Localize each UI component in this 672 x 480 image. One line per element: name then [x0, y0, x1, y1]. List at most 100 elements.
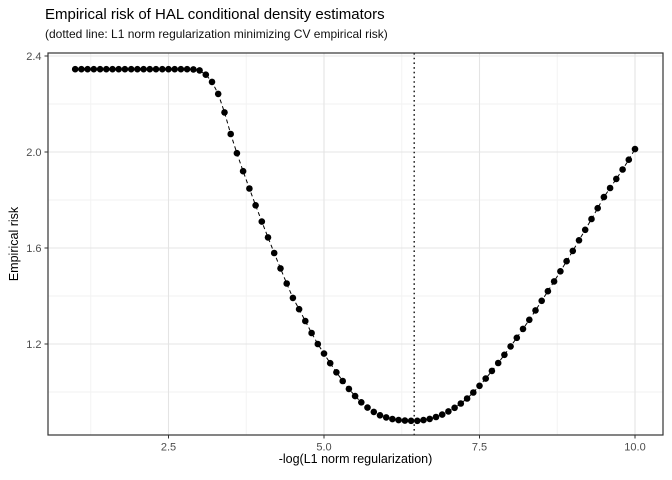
data-point — [289, 294, 297, 302]
data-point — [426, 415, 434, 423]
x-tick-label: 7.5 — [472, 442, 487, 454]
x-tick-label: 10.0 — [624, 442, 645, 454]
data-point — [96, 65, 104, 73]
data-point — [414, 417, 421, 425]
data-point — [233, 149, 241, 157]
data-point — [376, 412, 384, 419]
data-point — [152, 65, 160, 73]
y-tick-label: 1.2 — [26, 339, 41, 351]
data-point — [264, 234, 272, 241]
data-point — [302, 317, 309, 325]
data-point — [115, 65, 122, 73]
data-point — [364, 404, 371, 411]
data-point — [227, 130, 234, 138]
data-point — [84, 65, 91, 73]
data-point — [538, 297, 545, 305]
data-point — [544, 287, 552, 295]
y-axis-title: Empirical risk — [7, 206, 21, 282]
data-point — [270, 249, 278, 257]
data-point — [109, 65, 116, 73]
x-tick-label: 2.5 — [161, 442, 176, 454]
data-point — [202, 71, 210, 78]
y-tick-label: 2.4 — [26, 51, 41, 63]
y-tick-label: 1.6 — [26, 243, 41, 255]
data-point — [389, 415, 396, 423]
data-point — [581, 226, 589, 234]
x-tick-label: 5.0 — [316, 442, 331, 454]
data-point — [308, 329, 315, 337]
data-point — [165, 65, 172, 73]
data-point — [519, 325, 527, 333]
data-point — [569, 247, 577, 255]
data-point — [71, 65, 79, 73]
data-point — [445, 408, 452, 415]
data-point — [190, 66, 197, 73]
data-point — [470, 389, 477, 396]
data-point — [575, 237, 583, 244]
data-point — [438, 411, 446, 418]
data-point — [532, 307, 539, 314]
data-point — [283, 280, 291, 287]
panel-border — [47, 52, 664, 436]
data-point — [550, 278, 558, 285]
data-point — [358, 399, 365, 406]
data-point — [196, 67, 203, 74]
data-point — [513, 334, 521, 342]
data-point — [501, 351, 508, 359]
data-point — [370, 408, 378, 416]
data-point — [127, 65, 135, 73]
data-point — [451, 404, 458, 412]
data-point — [121, 65, 129, 73]
data-point — [625, 156, 633, 163]
data-point — [619, 166, 626, 173]
data-point — [239, 167, 247, 175]
data-point — [432, 413, 440, 421]
data-point — [339, 377, 347, 385]
data-point — [140, 65, 147, 73]
data-point — [482, 375, 490, 382]
data-point — [613, 175, 620, 183]
data-point — [333, 369, 340, 376]
data-point — [594, 204, 601, 212]
data-point — [320, 350, 328, 357]
data-point — [177, 65, 185, 73]
data-point — [252, 202, 259, 209]
data-point — [214, 90, 222, 98]
chart-title: Empirical risk of HAL conditional densit… — [45, 6, 385, 23]
data-point — [277, 265, 284, 272]
data-point — [314, 340, 322, 348]
data-point — [507, 343, 514, 350]
data-point — [258, 218, 266, 225]
data-point — [103, 65, 110, 73]
data-point — [463, 395, 471, 402]
data-point — [146, 65, 154, 73]
data-point — [401, 417, 409, 424]
data-point — [90, 65, 98, 73]
data-point — [246, 185, 253, 192]
data-point — [407, 417, 415, 425]
y-tick-label: 2.0 — [26, 147, 41, 159]
data-point — [494, 359, 502, 367]
data-point — [221, 109, 228, 116]
data-point — [420, 416, 427, 424]
data-point — [600, 193, 608, 201]
data-point — [588, 215, 595, 223]
data-point — [134, 65, 141, 73]
data-point — [488, 367, 496, 375]
data-point — [78, 65, 85, 73]
data-point — [526, 316, 533, 324]
data-point — [476, 382, 483, 390]
data-point — [295, 305, 303, 313]
x-axis-title: -log(L1 norm regularization) — [278, 452, 433, 466]
data-point — [208, 78, 216, 86]
data-point — [563, 257, 570, 265]
data-point — [631, 145, 639, 153]
chart-subtitle: (dotted line: L1 norm regularization min… — [45, 27, 388, 41]
data-point — [457, 400, 465, 407]
data-point — [351, 392, 359, 400]
data-point — [171, 65, 178, 73]
data-point — [382, 414, 390, 421]
data-point — [183, 65, 191, 73]
data-point — [345, 385, 353, 393]
